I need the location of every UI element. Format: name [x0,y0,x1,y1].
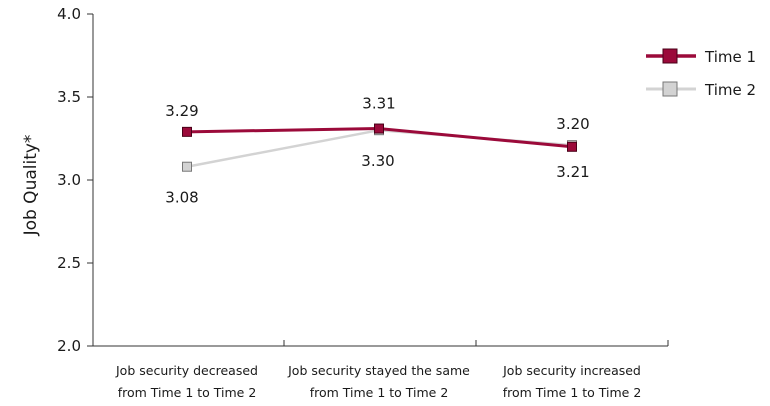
data-label-time1: 3.29 [165,102,198,120]
x-category-label: from Time 1 to Time 2 [310,385,449,400]
y-tick-label: 2.0 [57,337,81,355]
y-tick-label: 2.5 [57,254,81,272]
legend-label: Time 2 [704,81,756,99]
data-point-time1 [567,141,577,152]
data-point-time1 [374,123,384,134]
data-point-time2 [182,161,192,172]
x-category-label: Job security stayed the same [287,363,470,378]
axes: 2.0 2.5 3.0 3.5 4.0 Job security decreased fro… [57,5,669,400]
y-tick-label: 4.0 [57,5,81,23]
legend-marker [662,81,678,97]
legend: Time 1 Time 2 [646,48,756,99]
x-category-label: Job security increased [502,363,641,378]
legend-marker [662,48,678,64]
y-tick-label: 3.0 [57,171,81,189]
y-axis-title: Job Quality* [21,135,41,237]
data-point-time1 [182,126,192,137]
data-label-time2: 3.30 [361,152,394,170]
data-labels: 3.29 3.31 3.20 3.08 3.30 3.21 [165,95,589,207]
x-category-label: from Time 1 to Time 2 [118,385,257,400]
y-tick-label: 3.5 [57,88,81,106]
x-category-label: Job security decreased [115,363,258,378]
legend-label: Time 1 [704,48,756,66]
data-label-time1: 3.20 [556,115,589,133]
data-label-time2: 3.21 [556,163,589,181]
series-lines [182,123,577,172]
data-label-time2: 3.08 [165,189,198,207]
x-category-label: from Time 1 to Time 2 [503,385,642,400]
data-label-time1: 3.31 [362,95,395,113]
